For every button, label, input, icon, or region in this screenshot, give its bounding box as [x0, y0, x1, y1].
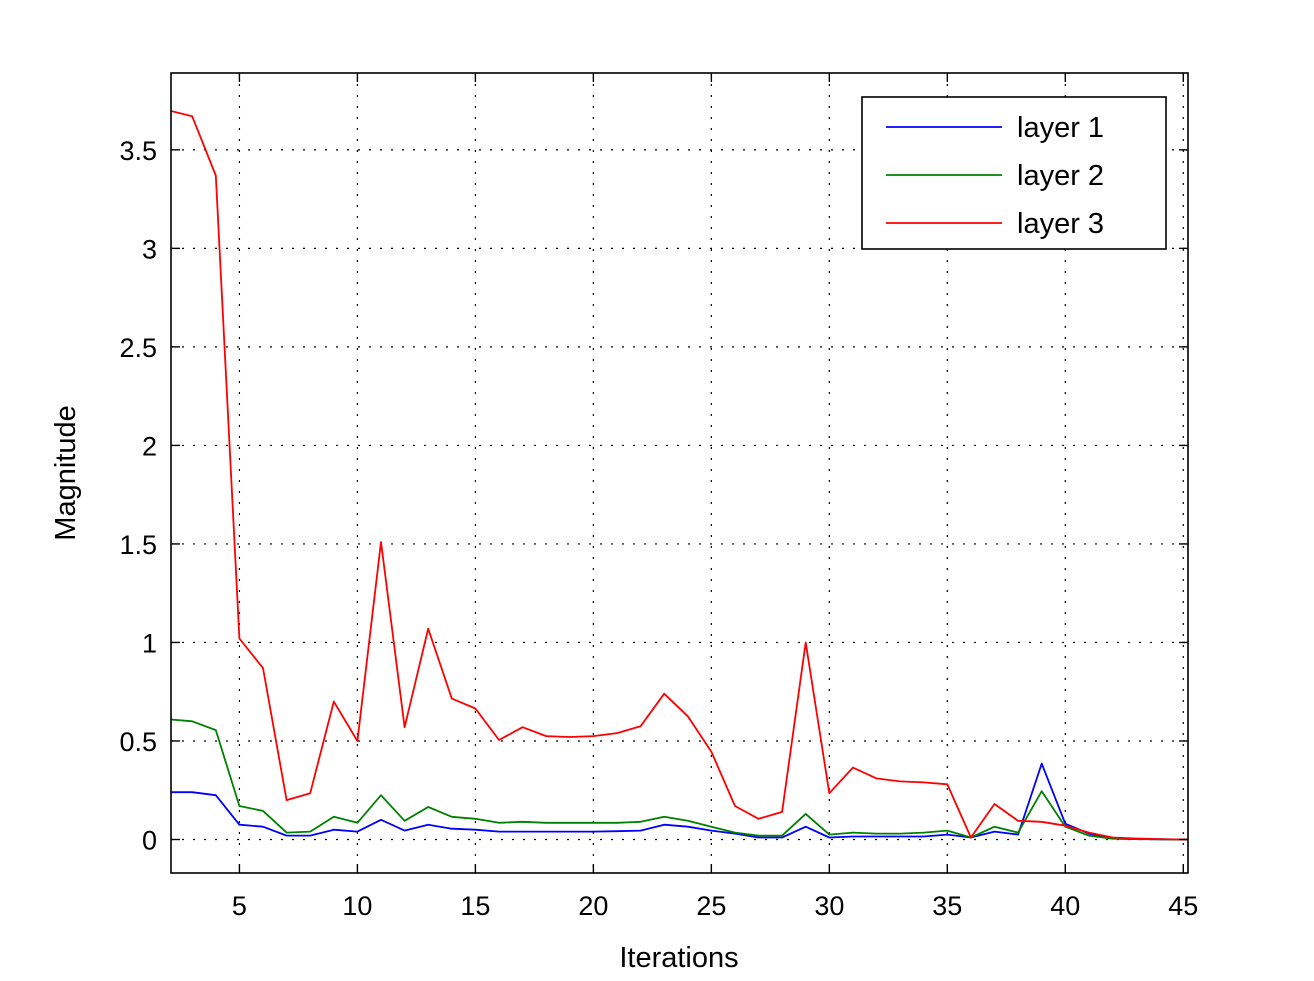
legend-label: layer 3	[1017, 208, 1104, 240]
series-line-layer-3	[171, 110, 1188, 841]
y-tick-label: 1	[142, 628, 157, 658]
y-tick-label: 0	[142, 826, 157, 856]
y-tick-label: 2.5	[119, 333, 157, 363]
legend-label: layer 1	[1017, 112, 1104, 144]
x-tick-label: 15	[460, 891, 490, 921]
y-tick-label: 3	[142, 234, 157, 264]
y-tick-label: 2	[142, 431, 157, 461]
x-tick-label: 25	[696, 891, 726, 921]
x-tick-label: 5	[232, 891, 247, 921]
x-tick-label: 40	[1050, 891, 1080, 921]
legend-label: layer 2	[1017, 160, 1104, 192]
series-line-layer-1	[171, 762, 1188, 841]
x-tick-label: 20	[578, 891, 608, 921]
y-tick-label: 1.5	[119, 530, 157, 560]
y-tick-label: 0.5	[119, 727, 157, 757]
series-line-layer-2	[171, 718, 1188, 841]
plot-frame	[170, 72, 1189, 874]
x-axis-label: Iterations	[619, 942, 738, 974]
series-group	[171, 110, 1188, 841]
x-tick-label: 45	[1168, 891, 1198, 921]
x-tick-label: 30	[814, 891, 844, 921]
x-tick-label: 35	[932, 891, 962, 921]
axis-ticks	[171, 73, 1188, 873]
y-axis-label: Magnitude	[50, 405, 82, 540]
x-tick-labels: 5 10 15 20 25 30 35 40 45	[232, 891, 1198, 921]
legend-box	[861, 96, 1167, 250]
y-tick-labels: 0 0.5 1 1.5 2 2.5 3 3.5	[119, 136, 157, 856]
legend: layer 1 layer 2 layer 3	[861, 96, 1167, 250]
x-tick-label: 10	[342, 891, 372, 921]
y-tick-label: 3.5	[119, 136, 157, 166]
